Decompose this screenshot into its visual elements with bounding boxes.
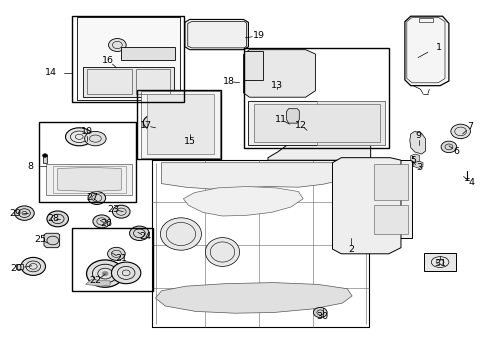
Text: 17: 17	[140, 121, 151, 130]
Text: 22: 22	[89, 276, 101, 285]
Polygon shape	[16, 264, 23, 269]
Bar	[39, 122, 136, 202]
Text: 15: 15	[183, 137, 195, 146]
Polygon shape	[267, 125, 370, 160]
Text: 7: 7	[467, 122, 472, 131]
Text: 2: 2	[347, 245, 353, 253]
Bar	[373, 164, 407, 200]
Polygon shape	[183, 186, 303, 216]
Ellipse shape	[107, 247, 125, 260]
Polygon shape	[409, 131, 425, 154]
Text: 6: 6	[453, 147, 459, 156]
Polygon shape	[58, 167, 121, 192]
Polygon shape	[44, 233, 60, 248]
Ellipse shape	[88, 192, 105, 204]
Text: 9: 9	[415, 131, 421, 140]
Bar	[418, 18, 432, 22]
Bar	[373, 205, 407, 234]
Text: 24: 24	[140, 233, 151, 242]
Bar	[137, 90, 221, 159]
Ellipse shape	[129, 226, 149, 240]
Polygon shape	[121, 47, 175, 60]
Text: 21: 21	[115, 254, 127, 263]
Polygon shape	[243, 51, 263, 80]
Bar	[72, 16, 183, 102]
Ellipse shape	[93, 215, 110, 228]
Polygon shape	[332, 158, 400, 254]
Ellipse shape	[112, 205, 130, 218]
Ellipse shape	[86, 260, 123, 287]
Text: 3: 3	[416, 163, 422, 172]
Bar	[43, 155, 47, 163]
Text: 14: 14	[45, 68, 57, 77]
Text: 1: 1	[435, 43, 441, 52]
Polygon shape	[184, 19, 248, 50]
Polygon shape	[286, 109, 299, 123]
Ellipse shape	[65, 128, 93, 146]
Polygon shape	[248, 101, 385, 145]
Ellipse shape	[450, 124, 469, 139]
Polygon shape	[146, 94, 214, 154]
Text: 12: 12	[295, 121, 306, 130]
Polygon shape	[412, 161, 422, 168]
Ellipse shape	[143, 114, 167, 130]
Ellipse shape	[15, 206, 34, 220]
Ellipse shape	[47, 211, 68, 227]
Polygon shape	[243, 50, 315, 97]
Text: 31: 31	[433, 259, 445, 268]
Ellipse shape	[111, 262, 141, 284]
Ellipse shape	[205, 238, 239, 266]
Ellipse shape	[153, 121, 158, 124]
Text: 26: 26	[101, 220, 112, 229]
Text: 30: 30	[316, 312, 328, 321]
Polygon shape	[410, 154, 419, 163]
Text: 16: 16	[102, 56, 113, 65]
Ellipse shape	[108, 39, 126, 51]
Text: 13: 13	[271, 81, 283, 90]
Ellipse shape	[160, 218, 201, 250]
Text: 29: 29	[10, 209, 21, 217]
Ellipse shape	[185, 109, 205, 122]
Text: 5: 5	[409, 156, 415, 166]
Text: 10: 10	[81, 127, 93, 136]
Polygon shape	[46, 164, 132, 195]
Bar	[424, 253, 455, 271]
Polygon shape	[254, 104, 380, 142]
Polygon shape	[316, 101, 385, 145]
Text: 27: 27	[86, 193, 98, 202]
Ellipse shape	[102, 271, 108, 276]
Text: 8: 8	[27, 162, 33, 171]
Bar	[72, 228, 153, 291]
Polygon shape	[161, 163, 351, 189]
Text: 4: 4	[468, 179, 473, 188]
Text: 18: 18	[223, 77, 234, 86]
Ellipse shape	[309, 121, 314, 124]
Polygon shape	[141, 91, 220, 158]
Ellipse shape	[21, 257, 45, 275]
Ellipse shape	[42, 154, 47, 157]
Polygon shape	[404, 16, 448, 86]
Text: 28: 28	[47, 215, 59, 223]
Text: 11: 11	[275, 115, 286, 124]
Ellipse shape	[440, 141, 456, 153]
Text: 25: 25	[34, 235, 46, 244]
Text: 23: 23	[107, 205, 119, 214]
Text: 20: 20	[11, 264, 22, 273]
Ellipse shape	[313, 307, 326, 318]
Polygon shape	[155, 283, 351, 313]
Bar	[370, 160, 411, 238]
Text: 19: 19	[253, 31, 264, 40]
Ellipse shape	[296, 111, 327, 134]
Bar	[244, 48, 388, 148]
Polygon shape	[83, 67, 173, 97]
Ellipse shape	[84, 131, 106, 146]
Polygon shape	[85, 279, 110, 286]
Polygon shape	[77, 17, 180, 100]
